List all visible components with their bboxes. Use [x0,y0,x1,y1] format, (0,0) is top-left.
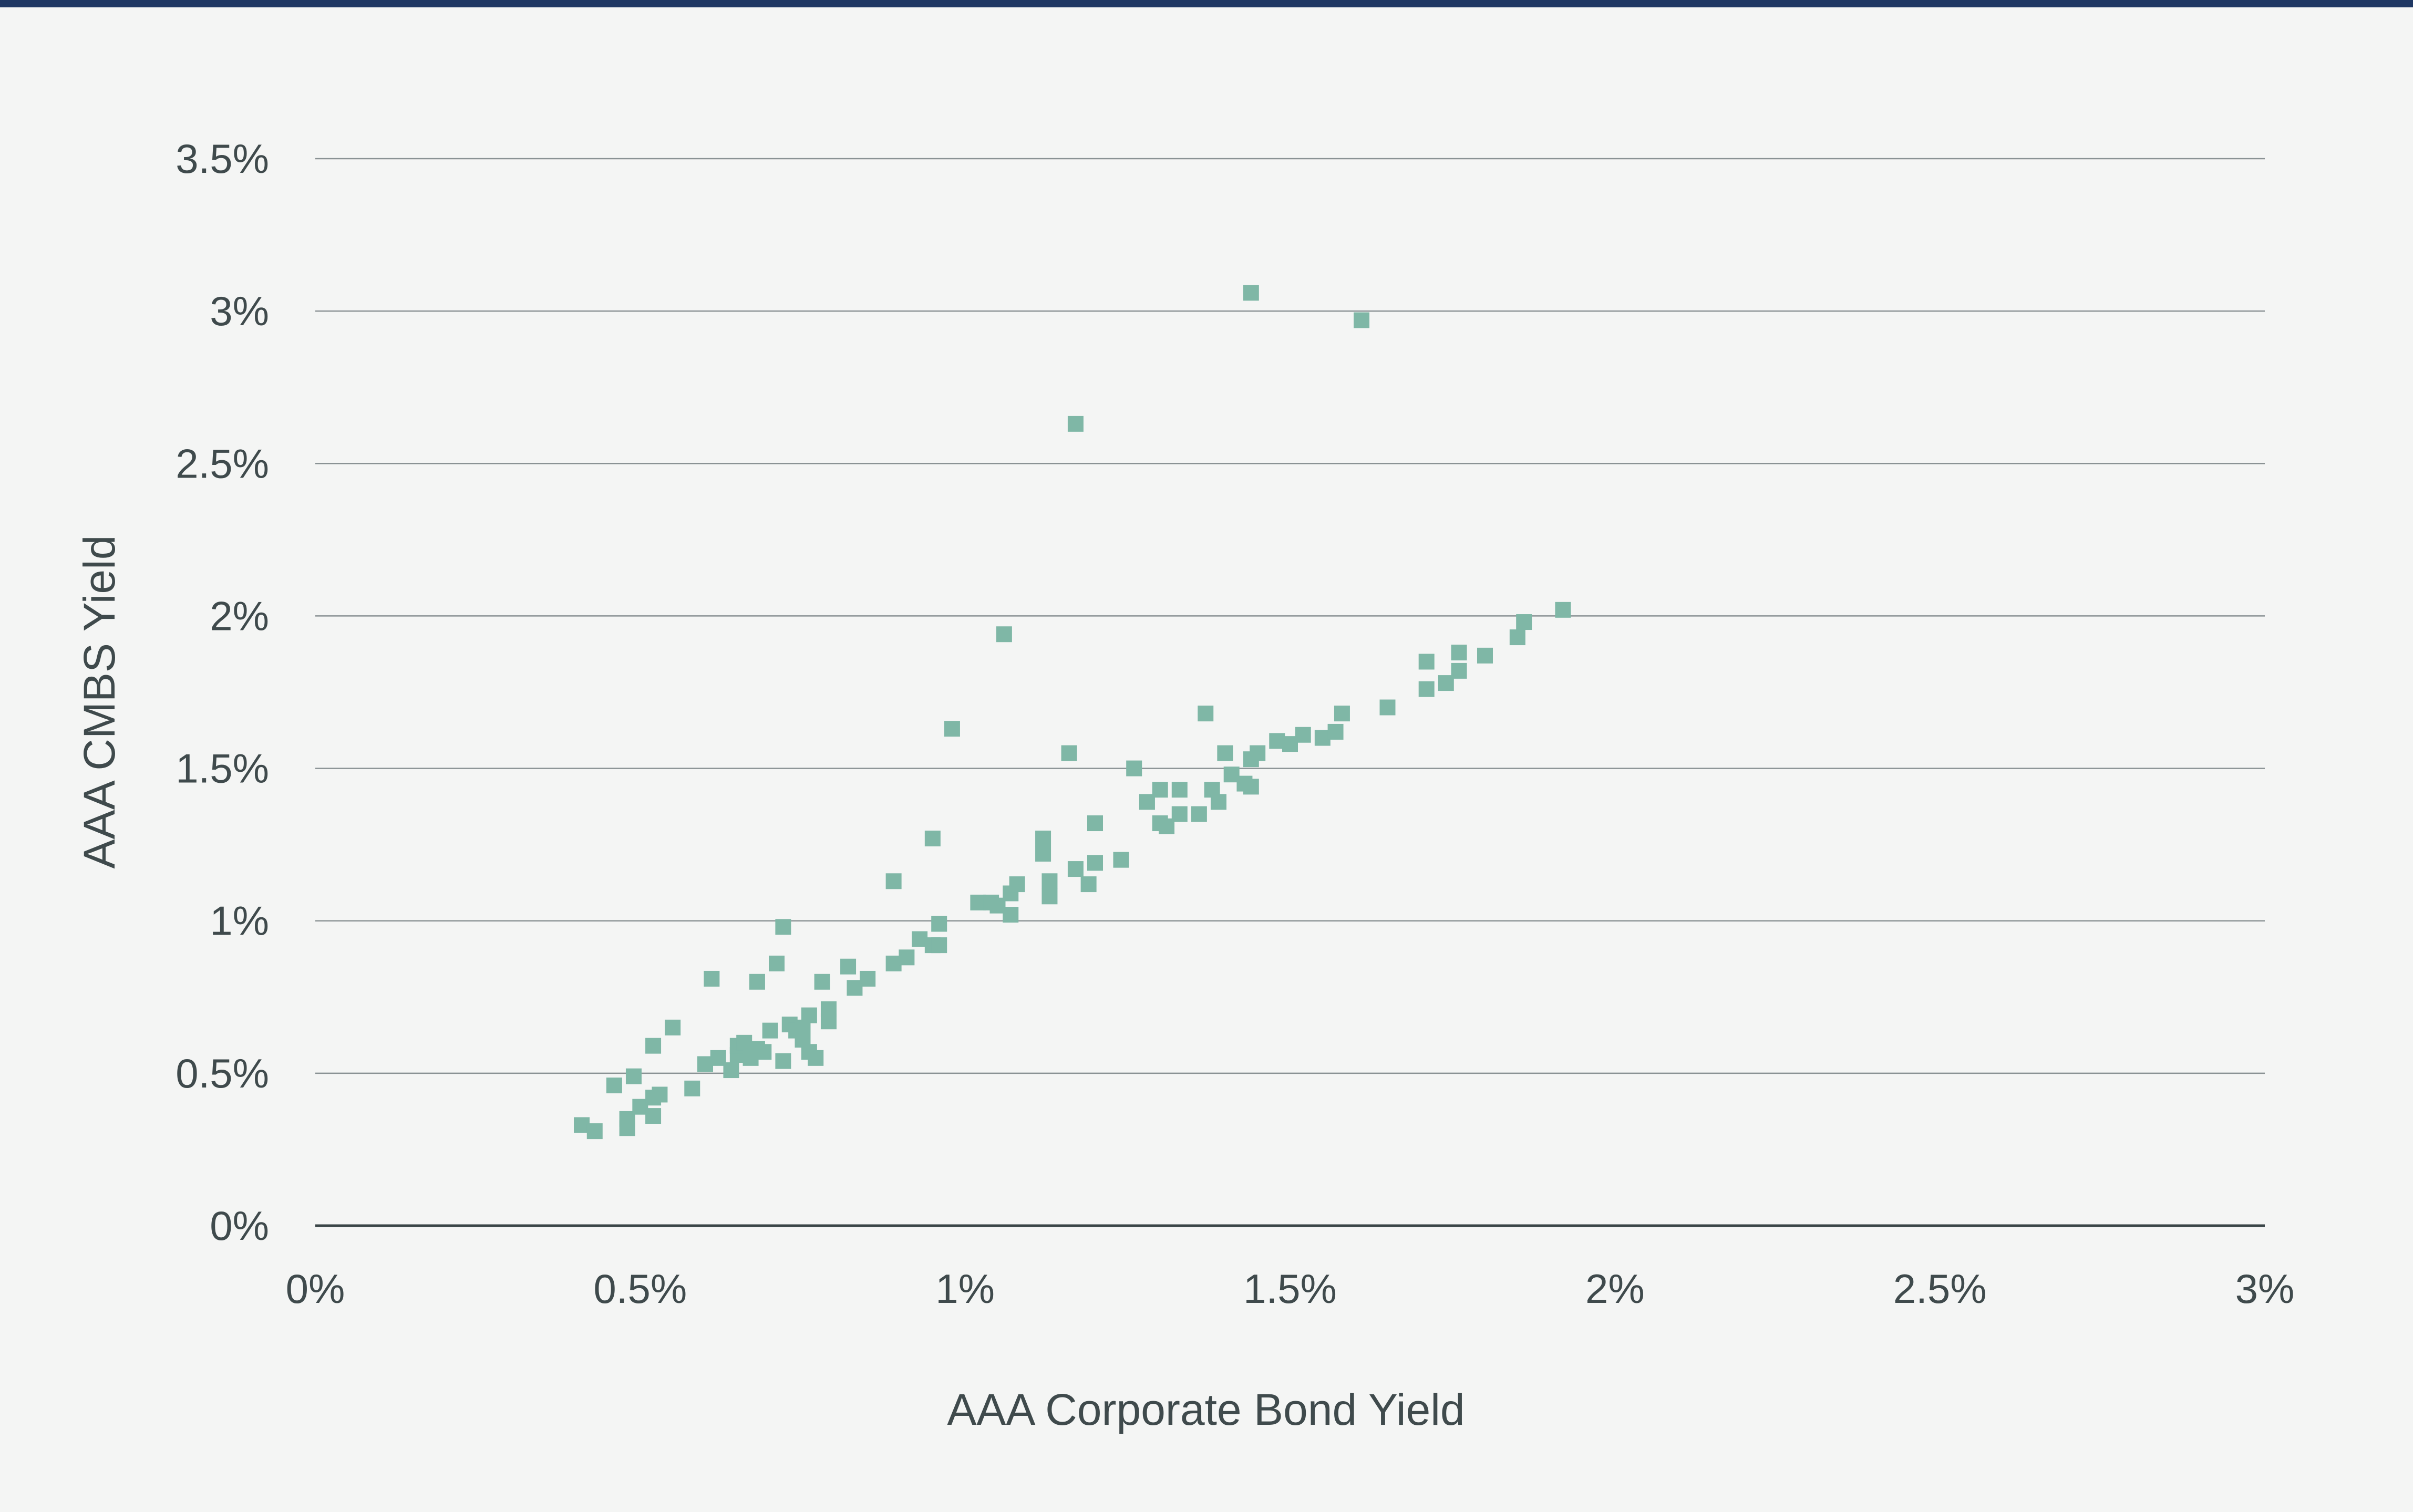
data-point [1003,907,1019,923]
x-tick-label: 3% [2235,1266,2295,1312]
data-point [1087,815,1103,832]
data-point [1451,645,1467,661]
y-tick-label: 0% [210,1203,269,1249]
x-tick-label: 2.5% [1893,1266,1987,1312]
data-point [1067,416,1084,432]
data-point [801,1007,817,1023]
data-point [1210,794,1226,810]
data-point [645,1108,662,1124]
data-point [1171,806,1188,822]
x-axis-title: AAA Corporate Bond Yield [947,1385,1465,1434]
data-point [1327,723,1344,740]
data-point [1379,699,1396,716]
data-point [1198,706,1214,722]
data-point [645,1038,662,1054]
data-point [665,1019,681,1035]
data-point [1152,782,1168,798]
y-tick-label: 2.5% [176,440,269,486]
data-point [1243,779,1259,795]
x-tick-label: 0.5% [593,1266,687,1312]
data-point [606,1078,622,1094]
y-tick-label: 0.5% [176,1050,269,1096]
data-point [1418,681,1435,697]
data-point [1067,861,1084,877]
data-point [1080,876,1097,893]
data-point [1509,629,1525,646]
y-tick-label: 1% [210,898,269,944]
data-point [1418,654,1435,670]
y-tick-label: 3.5% [176,136,269,182]
data-point [775,919,791,935]
data-point [1035,846,1051,862]
data-point [1217,745,1233,761]
y-tick-label: 2% [210,593,269,639]
data-point [756,1044,772,1060]
data-point [652,1086,668,1103]
data-point [944,721,960,737]
data-point [769,955,785,971]
data-point [1295,727,1311,743]
top-rule [0,0,2413,7]
y-tick-label: 3% [210,288,269,334]
data-point [1041,873,1058,889]
x-tick-label: 2% [1585,1266,1645,1312]
data-point [625,1068,642,1084]
data-point [1087,855,1103,871]
data-point [820,1013,837,1030]
y-tick-label: 1.5% [176,745,269,792]
data-point [885,873,902,889]
data-point [1334,706,1350,722]
data-point [808,1050,824,1066]
data-point [1041,888,1058,905]
data-point [996,626,1012,643]
x-axis-tick-labels: 0% 0.5% 1% 1.5% 2% 2.5% 3% [286,1266,2295,1312]
data-point [931,916,947,932]
data-points [574,285,1571,1140]
data-point [931,937,947,954]
data-point [1113,852,1129,868]
data-point [1009,876,1025,893]
data-point [775,1053,791,1069]
data-point [684,1080,700,1096]
data-point [1035,831,1051,847]
data-point [1171,782,1188,798]
x-tick-label: 1.5% [1243,1266,1337,1312]
data-point [1516,614,1532,630]
data-point [586,1123,603,1140]
data-point [1191,806,1207,822]
y-axis-title: AAA CMBS Yield [75,535,124,869]
data-point [899,949,915,966]
data-point [1451,662,1467,679]
data-point [749,974,765,990]
data-point [1555,602,1571,618]
data-point [860,970,876,987]
data-point [840,958,857,975]
data-point [762,1022,778,1039]
y-axis-tick-labels: 0% 0.5% 1% 1.5% 2% 2.5% 3% 3.5% [176,136,269,1249]
data-point [1061,745,1077,761]
data-point [1354,312,1370,328]
x-tick-label: 1% [935,1266,995,1312]
x-tick-label: 0% [286,1266,345,1312]
data-point [1250,745,1266,761]
data-point [704,970,720,987]
data-point [1126,760,1142,776]
data-point [814,974,830,990]
data-point [1477,647,1493,664]
data-point [723,1062,739,1079]
data-point [924,831,941,847]
data-point [1243,285,1259,301]
